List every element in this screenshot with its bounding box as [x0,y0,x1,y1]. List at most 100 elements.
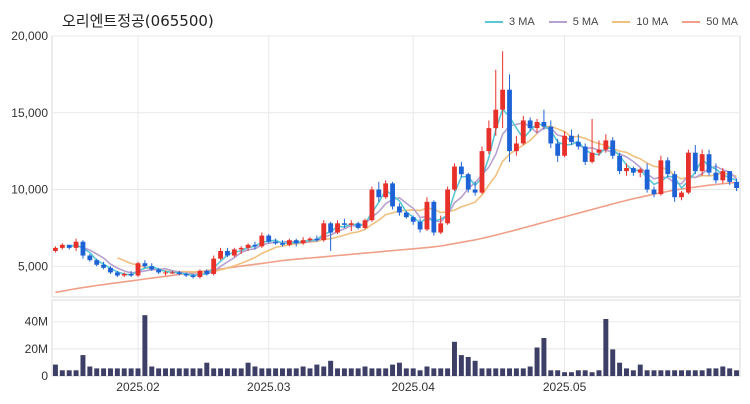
volume-bar [465,356,471,376]
volume-bar [472,360,478,376]
candle-body [527,120,533,129]
volume-bar [135,368,141,376]
candle-body [335,223,340,233]
volume-bar [286,368,292,376]
volume-bar [80,355,86,376]
candle-body [410,217,416,222]
volume-bar [341,368,347,376]
legend-swatch-10ma [612,21,631,23]
volume-bar [706,368,712,376]
volume-bar [307,368,313,376]
candle-body [555,143,561,156]
volume-panel-frame [51,299,741,377]
candle-body [328,223,334,233]
volume-bar [252,366,258,376]
candle-body [266,235,272,242]
candle-body [73,241,79,248]
volume-bar [87,366,93,376]
volume-bar [610,349,616,376]
candle-body [176,272,182,274]
volume-bar [486,368,492,376]
candle-body [630,168,636,173]
volume-bar [727,368,733,376]
volume-bar [218,368,224,376]
candle-body [369,189,375,221]
candle-body [142,263,148,267]
candle-body [87,255,93,261]
candle-body [679,192,684,198]
candle-body [438,223,444,233]
candle-body [383,183,389,198]
volume-bar [685,370,691,376]
volume-tick-label: 40M [25,315,48,329]
candle-body [314,238,320,241]
volume-bar [355,368,361,376]
volume-bar [617,362,623,376]
volume-bar [596,370,602,376]
candle-body [534,121,540,129]
volume-bar [369,368,375,376]
candle-body [706,154,712,173]
candle-body [190,275,196,278]
legend-item-10ma: 10 MA [612,16,668,28]
candle-body [727,171,733,182]
volume-bar [128,368,134,376]
candle-body [520,120,526,144]
legend-label-50ma: 50 MA [706,16,738,28]
candle-body [596,149,602,153]
candle-body [720,171,726,181]
candle-body [101,264,107,268]
legend-label-3ma: 3 MA [509,16,535,28]
volume-bar [163,368,168,376]
candle-body [286,240,292,245]
candle-body [108,267,113,273]
volume-bar [328,360,334,376]
chart-title: 오리엔트정공(065500) [62,12,214,30]
volume-tick-label: 20M [25,342,48,356]
volume-bar [603,318,609,376]
candle-body [424,201,430,230]
candle-body [692,152,698,172]
candle-body [376,189,382,198]
candle-body [204,270,210,274]
candle-body [685,152,691,193]
candle-body [300,240,306,244]
candle-body [458,166,464,175]
candle-body [397,206,402,213]
candle-body [135,263,141,276]
volume-bar [403,368,409,376]
chart-legend: 3 MA 5 MA 10 MA 50 MA [485,16,738,28]
volume-bar [238,368,244,376]
volume-bar [445,368,451,376]
legend-swatch-50ma [682,21,701,23]
volume-bar [293,368,299,376]
volume-bar [692,370,698,376]
volume-bar [183,368,189,376]
candle-body [197,270,203,278]
volume-bar [156,368,162,376]
candle-body [321,223,327,241]
price-tick-label: 15,000 [11,106,48,120]
price-tick-label: 10,000 [11,183,48,197]
candle-body [80,241,86,256]
candle-body [121,273,127,276]
volume-bar [121,368,127,376]
legend-item-5ma: 5 MA [548,16,598,28]
volume-bar [665,370,671,376]
x-tick-label: 2025.05 [543,380,587,394]
candle-body [183,273,189,276]
volume-bar [424,366,430,376]
candle-body [362,220,368,228]
candle-body [66,244,72,248]
x-tick-label: 2025.02 [116,380,160,394]
candle-body [259,235,265,247]
volume-bar [273,368,279,376]
candle-body [644,169,650,190]
candle-body [658,160,664,195]
volume-bar [231,368,237,376]
candle-body [575,141,581,147]
candle-body [541,121,547,127]
volume-bar [245,362,251,376]
volume-bar [438,368,444,376]
candle-body [211,258,217,274]
